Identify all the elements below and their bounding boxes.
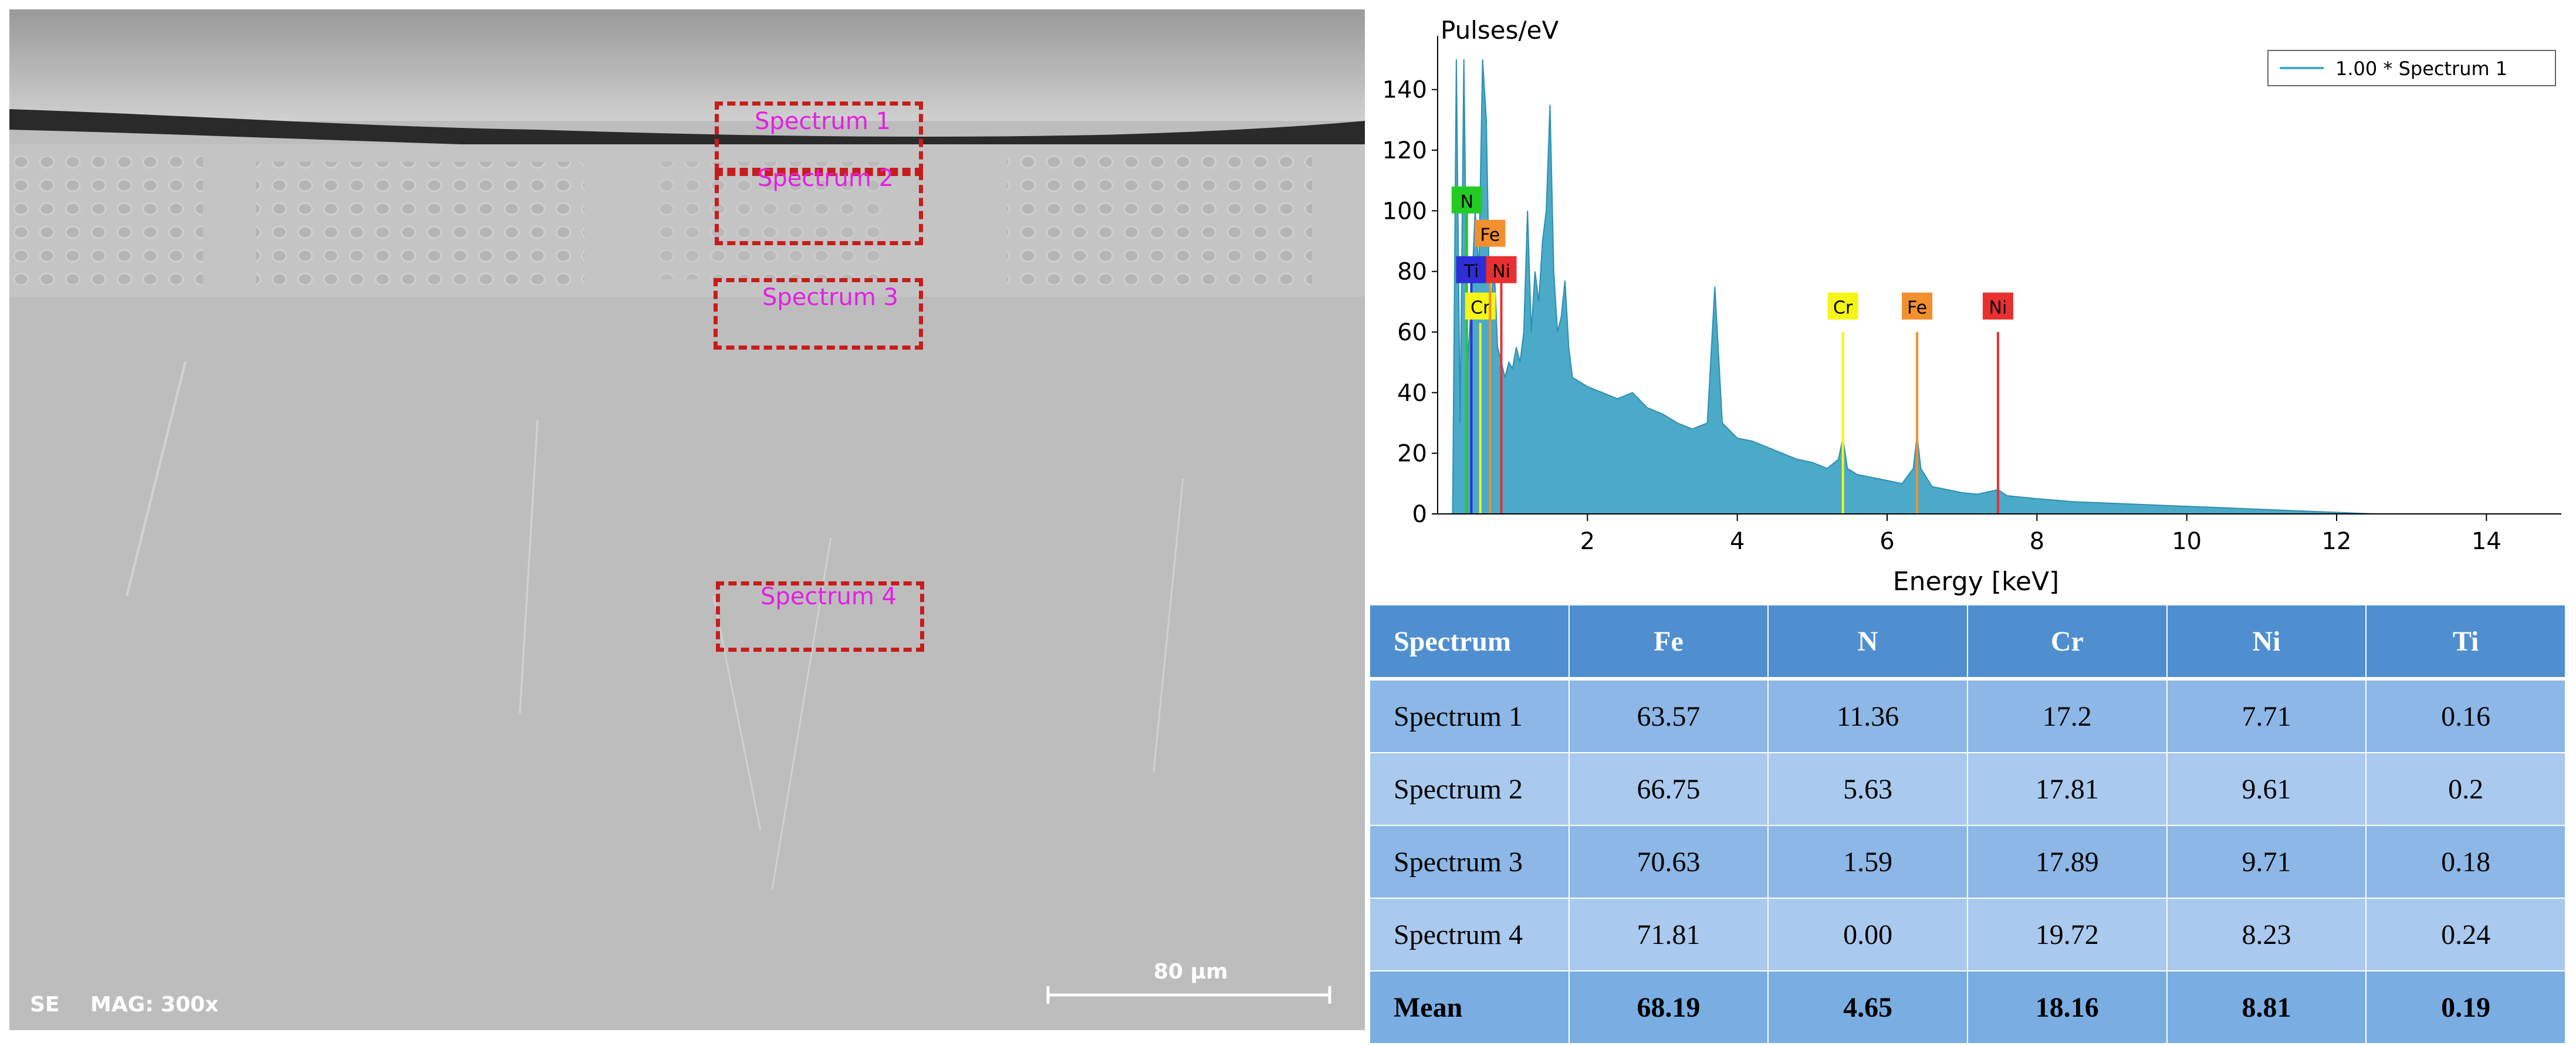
table-cell: 9.61 <box>2166 752 2367 826</box>
element-label-ti: Ti <box>1463 262 1479 282</box>
y-tick-label: 60 <box>1397 319 1427 346</box>
composition-table: Spectrum Fe N Cr Ni Ti Spectrum 1 63.57 … <box>1369 604 2566 1044</box>
legend-label: 1.00 * Spectrum 1 <box>2335 57 2507 80</box>
table-cell: 17.2 <box>1966 678 2168 753</box>
table-header-row: Spectrum Fe N Cr Ni Ti <box>1369 604 2566 681</box>
table-cell: 9.71 <box>2166 825 2367 899</box>
coating-layer <box>9 9 1365 121</box>
x-tick-label: 14 <box>2472 528 2501 555</box>
x-tick-label: 6 <box>1879 528 1894 555</box>
table-cell: 71.81 <box>1568 898 1769 971</box>
table-row: Spectrum 1 63.57 11.36 17.2 7.71 0.16 <box>1369 678 2566 753</box>
table-cell: 18.16 <box>1966 970 2168 1044</box>
y-tick-label: 140 <box>1382 77 1427 104</box>
x-tick-label: 10 <box>2172 528 2202 555</box>
x-tick-label: 4 <box>1730 528 1745 555</box>
spectrum-3-box <box>714 278 923 350</box>
table-cell: Spectrum 4 <box>1369 898 1570 971</box>
table-row: Spectrum 3 70.63 1.59 17.89 9.71 0.18 <box>1369 825 2566 899</box>
x-tick-label: 8 <box>2030 528 2044 555</box>
element-label-box-ti <box>1456 256 1487 283</box>
y-tick-label: 40 <box>1397 380 1427 407</box>
y-tick-label: 100 <box>1382 198 1427 225</box>
table-cell: 0.19 <box>2365 970 2566 1044</box>
element-label-n: N <box>1461 192 1473 212</box>
element-label-fe: Fe <box>1480 225 1500 246</box>
table-cell: 8.81 <box>2166 970 2367 1044</box>
table-cell: 0.16 <box>2365 678 2566 753</box>
table-cell: 66.75 <box>1568 752 1769 826</box>
scale-bar-label: 80 µm <box>1154 960 1228 984</box>
table-cell: 0.24 <box>2365 898 2566 971</box>
y-tick-label: 120 <box>1382 137 1427 164</box>
table-row: Spectrum 4 71.81 0.00 19.72 8.23 0.24 <box>1369 898 2566 971</box>
magnification-label: MAG: 300x <box>90 993 219 1017</box>
detector-label: SE <box>30 993 60 1017</box>
table-cell: Spectrum 1 <box>1369 678 1570 753</box>
header-n: N <box>1767 604 1968 681</box>
element-label-box-ni <box>1982 292 2013 320</box>
spectrum-1-box <box>715 101 923 172</box>
spectrum-4-box <box>716 581 924 652</box>
table-cell: 0.00 <box>1767 898 1968 971</box>
table-mean-row: Mean 68.19 4.65 18.16 8.81 0.19 <box>1369 970 2566 1044</box>
table-cell: Spectrum 2 <box>1369 752 1570 826</box>
y-tick-label: 0 <box>1412 501 1427 528</box>
element-label-cr: Cr <box>1470 298 1490 319</box>
table-cell: 7.71 <box>2166 678 2367 753</box>
interface-crack <box>9 109 1365 154</box>
y-axis-label: Pulses/eV <box>1441 16 1559 45</box>
table-cell: 70.63 <box>1568 825 1769 899</box>
spectrum-4-label: Spectrum 4 <box>760 583 897 610</box>
x-tick-label: 2 <box>1580 528 1595 555</box>
table-cell: 0.2 <box>2365 752 2566 826</box>
table-cell: 1.59 <box>1767 825 1968 899</box>
table-cell: 5.63 <box>1767 752 1968 826</box>
table-cell: Mean <box>1369 970 1570 1044</box>
table-cell: Spectrum 3 <box>1369 825 1570 899</box>
spectrum-1-label: Spectrum 1 <box>755 108 891 135</box>
element-label-box-n <box>1451 186 1482 214</box>
table-cell: 17.89 <box>1966 825 2168 899</box>
element-label-box-fe <box>1902 292 1933 320</box>
element-label-box-cr <box>1827 292 1858 320</box>
header-cr: Cr <box>1966 604 2168 681</box>
header-spectrum: Spectrum <box>1369 604 1570 681</box>
x-axis-label: Energy [keV] <box>1893 567 2059 597</box>
element-label-fe: Fe <box>1907 298 1927 319</box>
table-cell: 11.36 <box>1767 678 1968 753</box>
table-cell: 8.23 <box>2166 898 2367 971</box>
header-ti: Ti <box>2365 604 2566 681</box>
element-label-box-fe <box>1475 219 1506 247</box>
table-cell: 17.81 <box>1966 752 2168 826</box>
element-label-box-ni <box>1486 256 1517 283</box>
spectrum-2-box <box>715 172 923 245</box>
spectrum-2-label: Spectrum 2 <box>758 165 894 192</box>
x-tick-label: 12 <box>2322 528 2352 555</box>
element-label-ni: Ni <box>1492 262 1510 282</box>
table-cell: 63.57 <box>1568 678 1769 753</box>
table-cell: 68.19 <box>1568 970 1769 1044</box>
spectrum-3-label: Spectrum 3 <box>762 284 898 311</box>
table-cell: 0.18 <box>2365 825 2566 899</box>
table-row: Spectrum 2 66.75 5.63 17.81 9.61 0.2 <box>1369 752 2566 826</box>
sem-micrograph: Spectrum 1 Spectrum 2 Spectrum 3 Spectru… <box>9 9 1365 1030</box>
sem-texture <box>9 9 1365 1030</box>
y-tick-label: 20 <box>1397 441 1427 468</box>
header-fe: Fe <box>1568 604 1769 681</box>
spectrum-area <box>1452 59 2374 514</box>
header-ni: Ni <box>2166 604 2367 681</box>
table-cell: 19.72 <box>1966 898 2168 971</box>
table-cell: 4.65 <box>1767 970 1968 1044</box>
element-label-ni: Ni <box>1989 298 2007 319</box>
element-label-cr: Cr <box>1833 298 1853 319</box>
y-tick-label: 80 <box>1397 259 1427 286</box>
